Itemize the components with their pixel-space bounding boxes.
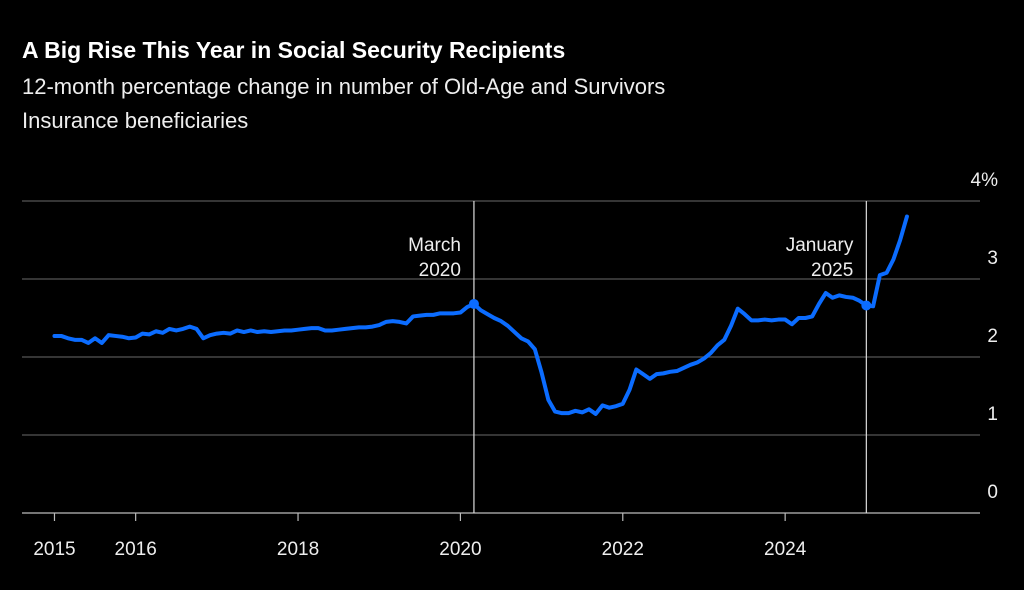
x-tick-label: 2016 <box>115 539 157 560</box>
annotation-dot <box>468 298 479 309</box>
annotation-dot <box>861 300 872 311</box>
chart-subtitle: 12-month percentage change in number of … <box>22 74 665 99</box>
chart-title: A Big Rise This Year in Social Security … <box>22 37 565 63</box>
annotation-label: 2025 <box>811 260 853 281</box>
y-tick-label: 2 <box>987 326 998 347</box>
x-tick-label: 2015 <box>33 539 75 560</box>
x-tick-label: 2024 <box>764 539 807 560</box>
chart-subtitle: Insurance beneficiaries <box>22 108 248 133</box>
y-tick-label: 3 <box>987 248 998 269</box>
y-tick-label: 4% <box>971 170 999 191</box>
annotation-label: 2020 <box>419 260 461 281</box>
data-line <box>52 214 909 416</box>
x-tick-label: 2022 <box>602 539 644 560</box>
x-tick-label: 2020 <box>439 539 481 560</box>
y-tick-label: 0 <box>987 482 998 503</box>
annotation-label: March <box>408 235 461 256</box>
annotation-label: January <box>786 235 854 256</box>
y-tick-label: 1 <box>987 404 998 425</box>
x-tick-label: 2018 <box>277 539 319 560</box>
